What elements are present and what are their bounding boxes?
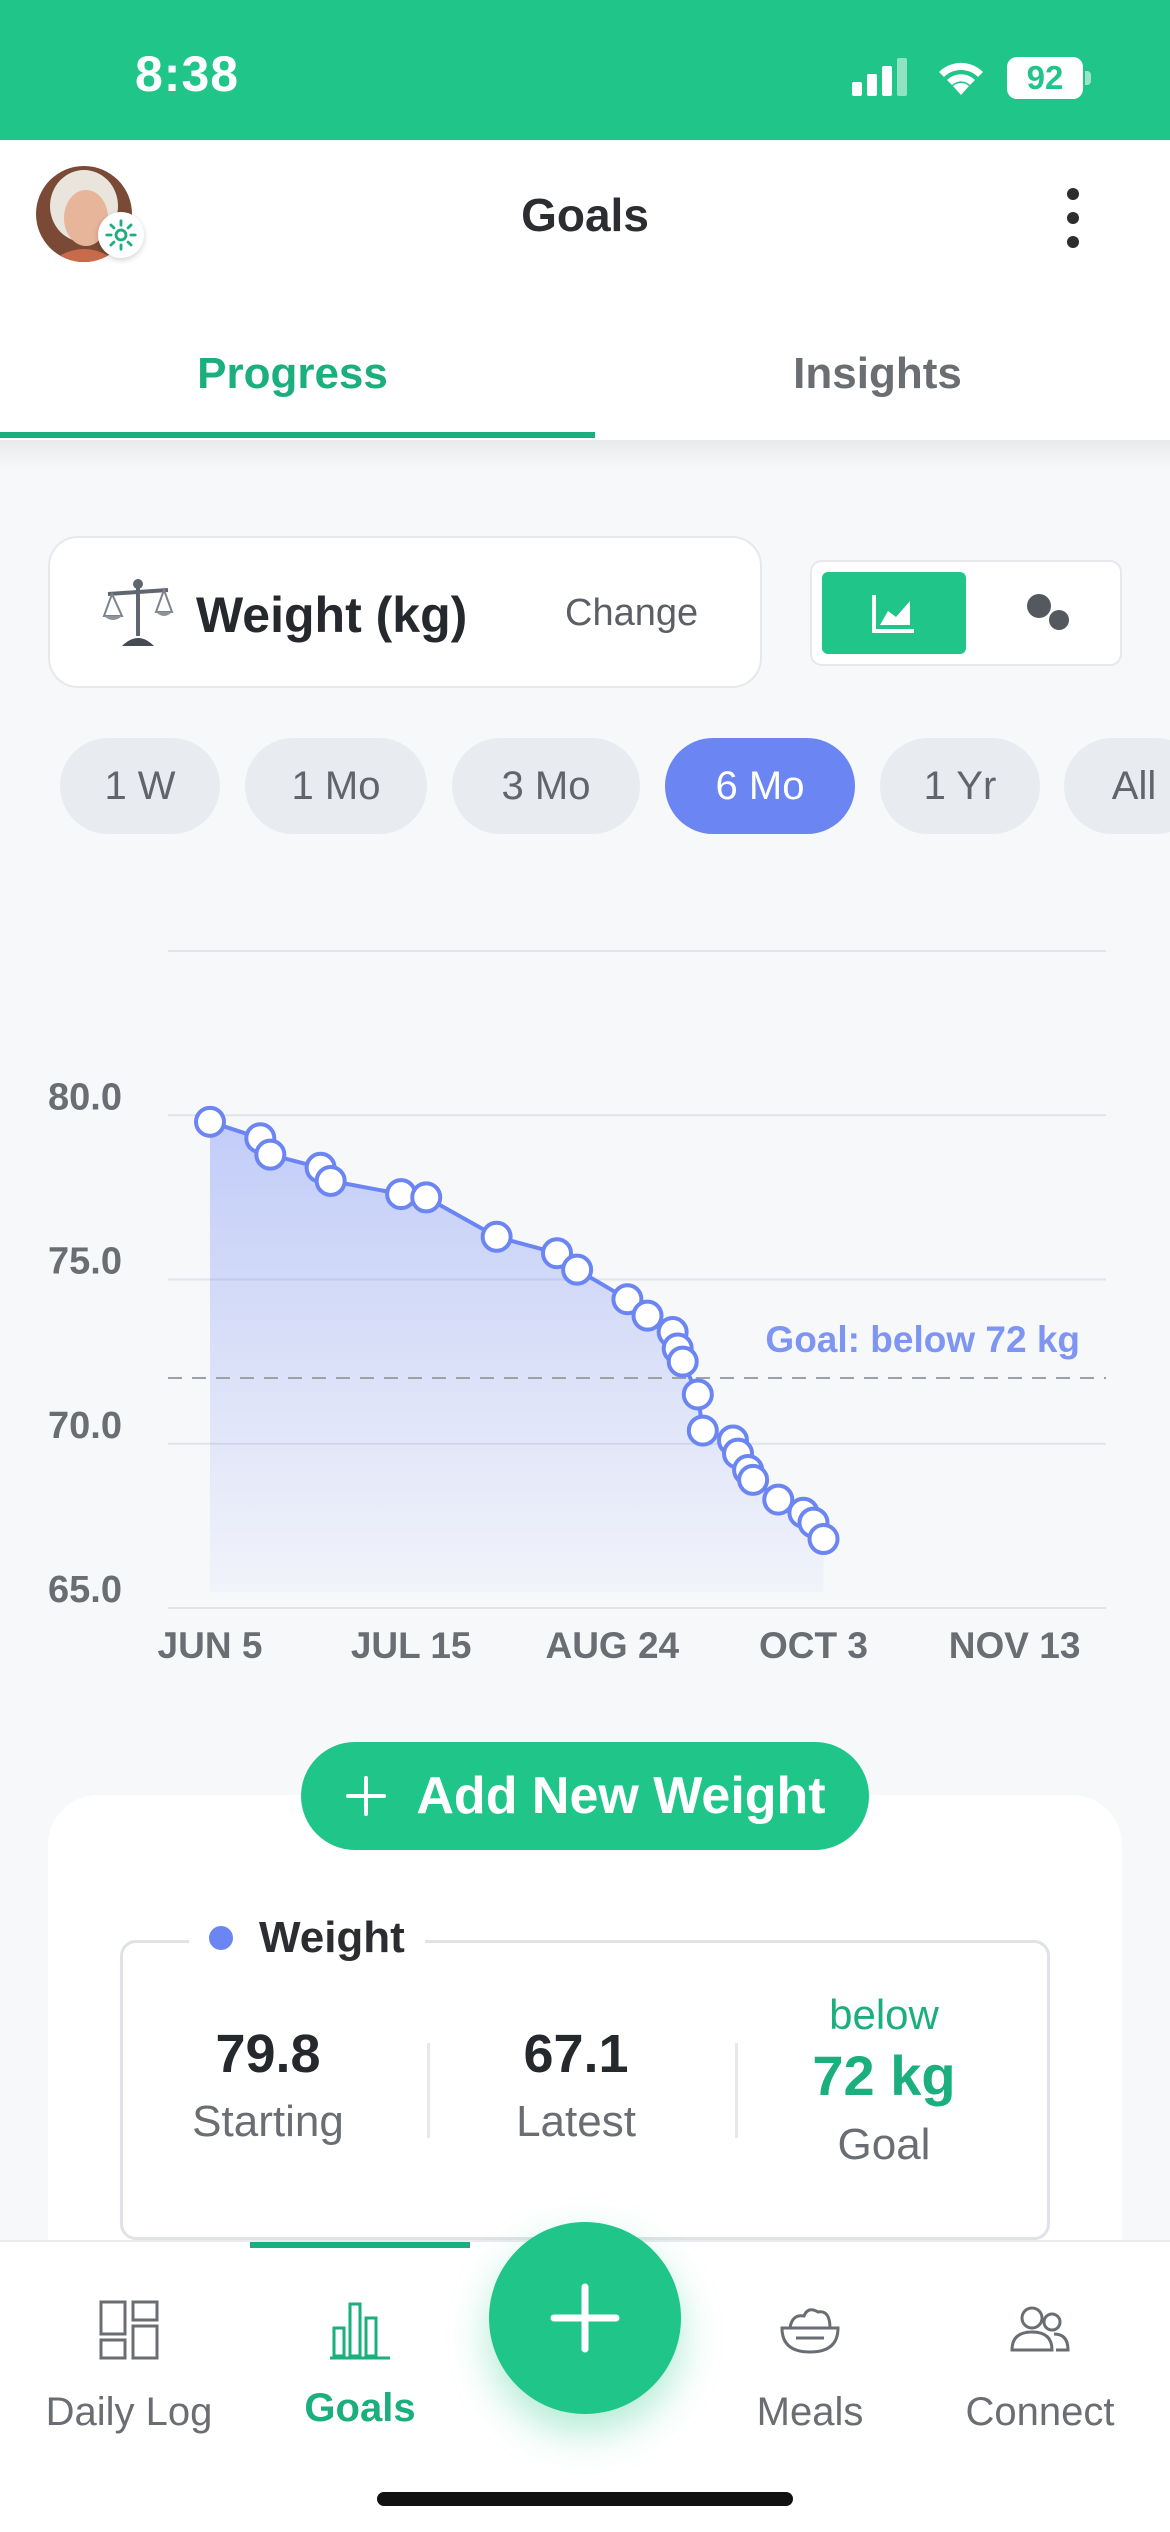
- daily-log-icon: [99, 2300, 159, 2360]
- battery-indicator: 92: [1007, 57, 1091, 99]
- legend-title: Weight: [189, 1913, 425, 1963]
- tab-progress[interactable]: Progress: [197, 349, 388, 398]
- header-shadow: [0, 440, 1170, 470]
- goal-line-label: Goal: below 72 kg: [765, 1319, 1080, 1360]
- settings-gear-icon[interactable]: [98, 212, 144, 258]
- tab-insights[interactable]: Insights: [793, 349, 962, 398]
- header: Goals Progress Insights: [0, 140, 1170, 440]
- balance-scale-icon: [102, 579, 174, 646]
- data-point: [807, 1523, 840, 1556]
- stat-divider: [427, 2043, 430, 2138]
- data-point: [254, 1138, 287, 1171]
- latest-stat: 67.1 Latest: [426, 2023, 726, 2147]
- data-point: [480, 1220, 513, 1253]
- y-tick-label: 75.0: [48, 1241, 122, 1283]
- nav-label: Goals: [304, 2386, 416, 2430]
- y-tick-label: 65.0: [48, 1569, 122, 1611]
- battery-level: 92: [1007, 57, 1083, 99]
- nav-label: Daily Log: [45, 2390, 213, 2434]
- home-indicator: [377, 2492, 793, 2506]
- data-point: [314, 1164, 347, 1197]
- nav-daily-log[interactable]: Daily Log: [12, 2242, 246, 2532]
- area-chart-icon: [872, 595, 914, 633]
- data-point: [194, 1105, 226, 1138]
- stat-divider: [735, 2043, 738, 2138]
- data-point: [681, 1378, 714, 1411]
- goal-value: 72 kg: [812, 2044, 956, 2107]
- connect-people-icon: [1010, 2306, 1070, 2352]
- legend-label: Weight: [259, 1913, 405, 1962]
- range-1mo[interactable]: 1 Mo: [245, 738, 427, 834]
- nav-connect[interactable]: Connect: [923, 2242, 1157, 2532]
- chart-view-toggle: [810, 560, 1122, 666]
- range-6mo[interactable]: 6 Mo: [665, 738, 855, 834]
- goal-label: Goal: [837, 2120, 931, 2169]
- data-point: [762, 1483, 795, 1516]
- goals-bar-chart-icon: [330, 2302, 390, 2360]
- page-title: Goals: [521, 189, 649, 241]
- goal-prefix: below: [829, 1991, 939, 2038]
- x-tick-label: AUG 24: [545, 1625, 679, 1666]
- range-all[interactable]: All: [1064, 738, 1170, 834]
- y-tick-label: 80.0: [48, 1076, 122, 1118]
- change-metric-button[interactable]: Change: [565, 592, 699, 634]
- latest-label: Latest: [516, 2097, 636, 2146]
- data-point: [631, 1299, 664, 1332]
- weight-chart: Goal: below 72 kg 65.0 70.0 75.0 80.0 JUN 5…: [48, 950, 1106, 1666]
- tab-active-indicator: [0, 432, 595, 438]
- metric-label: Weight (kg): [196, 587, 468, 643]
- x-tick-label: JUN 5: [158, 1625, 263, 1666]
- x-tick-label: OCT 3: [759, 1625, 868, 1666]
- starting-stat: 79.8 Starting: [118, 2023, 418, 2147]
- wifi-icon: [939, 62, 983, 95]
- nav-goals[interactable]: Goals: [243, 2242, 477, 2532]
- signal-icon: [852, 58, 907, 96]
- data-point: [540, 1237, 573, 1270]
- data-point: [737, 1463, 770, 1496]
- plus-icon: [550, 2283, 620, 2353]
- range-1w[interactable]: 1 W: [60, 738, 220, 834]
- meals-bowl-icon: [780, 2308, 840, 2354]
- metric-selector[interactable]: Weight (kg) Change: [48, 536, 762, 688]
- data-point: [686, 1414, 719, 1447]
- range-3mo[interactable]: 3 Mo: [452, 738, 640, 834]
- plus-icon: [346, 1776, 387, 1816]
- goal-stat: below 72 kg Goal: [734, 1991, 1034, 2170]
- starting-value: 79.8: [215, 2024, 321, 2084]
- add-new-weight-button[interactable]: Add New Weight: [301, 1742, 869, 1850]
- nav-active-indicator: [250, 2242, 470, 2248]
- series-area-fill: [210, 1121, 824, 1592]
- data-point: [410, 1181, 443, 1214]
- y-tick-label: 70.0: [48, 1405, 122, 1447]
- summary-card: Weight 79.8 Starting 67.1 Latest below 7…: [48, 1795, 1122, 2255]
- scatter-dots-icon: [1027, 594, 1069, 630]
- weight-summary-box: Weight 79.8 Starting 67.1 Latest below 7…: [118, 1913, 1050, 2240]
- data-point: [666, 1345, 699, 1378]
- battery-cap: [1085, 71, 1091, 85]
- nav-label: Connect: [965, 2390, 1115, 2434]
- nav-label: Meals: [756, 2390, 864, 2434]
- more-options-icon[interactable]: [1060, 186, 1086, 250]
- starting-label: Starting: [192, 2097, 344, 2146]
- quick-add-fab[interactable]: [489, 2222, 681, 2414]
- add-new-weight-label: Add New Weight: [416, 1767, 826, 1825]
- nav-meals[interactable]: Meals: [693, 2242, 927, 2532]
- data-point: [561, 1253, 594, 1286]
- x-tick-label: NOV 13: [949, 1625, 1081, 1666]
- x-tick-label: JUL 15: [351, 1625, 472, 1666]
- scatter-view-button[interactable]: [992, 572, 1102, 654]
- latest-value: 67.1: [523, 2024, 629, 2084]
- status-bar: 8:38 92: [0, 0, 1170, 140]
- tab-bar: Progress Insights: [0, 330, 1170, 440]
- line-chart-view-button[interactable]: [822, 572, 966, 654]
- data-point: [611, 1283, 644, 1316]
- range-1yr[interactable]: 1 Yr: [880, 738, 1040, 834]
- legend-dot: [209, 1926, 233, 1950]
- status-time: 8:38: [135, 46, 240, 102]
